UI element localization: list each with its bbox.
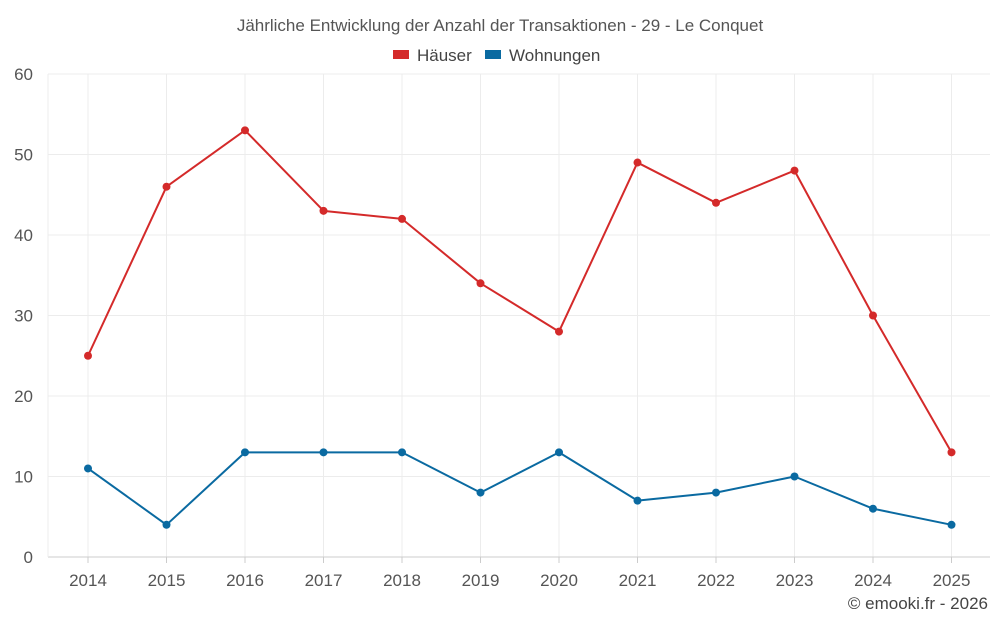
data-point-haeuser[interactable]	[947, 448, 956, 457]
y-tick-label: 30	[14, 307, 33, 326]
legend-label-wohnungen[interactable]: Wohnungen	[509, 46, 600, 65]
x-tick-label: 2019	[462, 571, 500, 590]
data-point-haeuser[interactable]	[84, 351, 92, 360]
data-point-wohnungen[interactable]	[947, 520, 956, 529]
x-tick-label: 2014	[69, 571, 107, 590]
x-tick-label: 2023	[776, 571, 814, 590]
x-tick-label: 2024	[854, 571, 892, 590]
y-tick-label: 50	[14, 146, 33, 165]
data-point-wohnungen[interactable]	[712, 488, 720, 497]
x-axis-ticks: 2014 2015 2016 2017 2018 2019 2020 2021 2022 2023…	[69, 571, 970, 590]
data-point-haeuser[interactable]	[241, 126, 249, 135]
data-point-haeuser[interactable]	[476, 279, 485, 288]
x-tick-label: 2015	[148, 571, 186, 590]
series-line-wohnungen	[87, 451, 952, 526]
data-point-haeuser[interactable]	[162, 182, 171, 191]
grid	[48, 73, 990, 557]
x-tick-label: 2022	[697, 571, 735, 590]
data-point-wohnungen[interactable]	[162, 520, 171, 529]
x-tick-label: 2018	[383, 571, 421, 590]
data-point-wohnungen[interactable]	[790, 472, 799, 481]
data-point-wohnungen[interactable]	[633, 496, 642, 505]
x-tick-label: 2025	[933, 571, 971, 590]
legend-swatch-haeuser	[393, 50, 409, 59]
y-tick-label: 40	[14, 226, 33, 245]
legend-swatch-wohnungen	[485, 50, 501, 59]
y-tick-label: 20	[14, 387, 33, 406]
data-point-haeuser[interactable]	[555, 327, 563, 336]
y-tick-label: 0	[24, 548, 33, 567]
series	[84, 126, 956, 529]
data-point-haeuser[interactable]	[869, 311, 877, 320]
data-point-wohnungen[interactable]	[241, 448, 249, 457]
data-point-haeuser[interactable]	[633, 158, 642, 167]
data-point-wohnungen[interactable]	[398, 448, 406, 457]
x-tick-label: 2020	[540, 571, 578, 590]
x-tick-label: 2017	[305, 571, 343, 590]
series-line-haeuser	[87, 129, 953, 453]
y-tick-label: 10	[14, 468, 33, 487]
y-axis-ticks: 0 10 20 30 40 50 60	[14, 65, 33, 567]
data-point-haeuser[interactable]	[712, 198, 720, 207]
legend-label-haeuser[interactable]: Häuser	[417, 46, 472, 65]
chart-title: Jährliche Entwicklung der Anzahl der Tra…	[237, 16, 764, 35]
y-tick-label: 60	[14, 65, 33, 84]
legend: Häuser Wohnungen	[393, 46, 600, 65]
data-point-haeuser[interactable]	[790, 166, 799, 175]
credit-text: © emooki.fr - 2026	[848, 594, 988, 613]
x-tick-label: 2016	[226, 571, 264, 590]
data-point-wohnungen[interactable]	[319, 448, 328, 457]
x-tick-label: 2021	[619, 571, 657, 590]
data-point-wohnungen[interactable]	[555, 448, 563, 457]
data-point-wohnungen[interactable]	[84, 464, 92, 473]
data-point-haeuser[interactable]	[398, 214, 406, 223]
data-point-haeuser[interactable]	[319, 206, 328, 215]
data-point-wohnungen[interactable]	[476, 488, 485, 497]
data-point-wohnungen[interactable]	[869, 504, 877, 513]
axes	[47, 74, 990, 563]
